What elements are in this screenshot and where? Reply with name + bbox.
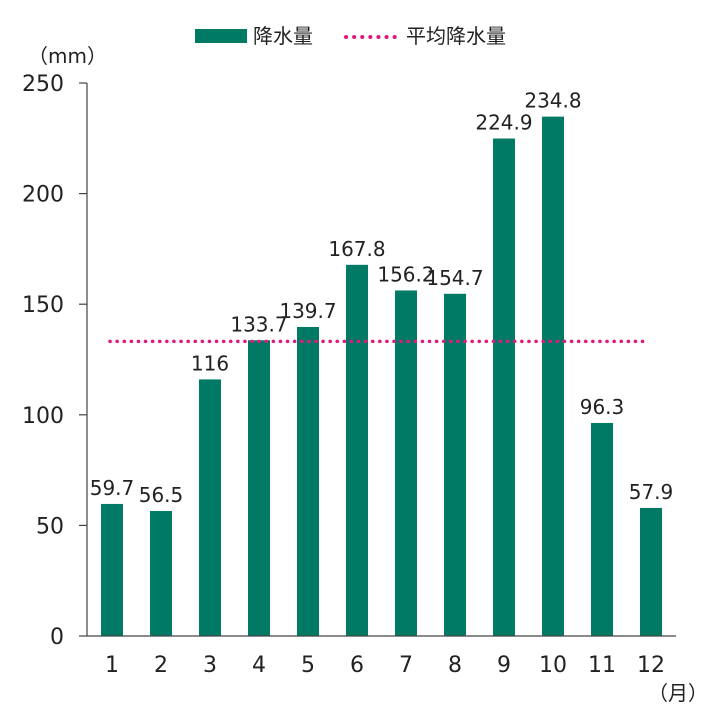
- bar-month-8: [444, 293, 466, 636]
- bar-month-9: [493, 138, 515, 637]
- bar-month-6: [346, 264, 368, 636]
- bars: [101, 116, 662, 637]
- x-tick-label: 1: [105, 653, 119, 678]
- bar-month-12: [640, 507, 662, 636]
- y-tick-label: 250: [22, 72, 64, 97]
- legend-label-average: 平均降水量: [406, 24, 506, 48]
- bar-month-5: [297, 326, 319, 636]
- legend-label-precipitation: 降水量: [253, 24, 313, 48]
- x-tick-label: 2: [154, 653, 168, 678]
- y-tick-label: 100: [22, 404, 64, 429]
- data-label: 59.7: [90, 476, 135, 500]
- data-label: 133.7: [230, 312, 287, 336]
- bar-month-11: [591, 422, 613, 636]
- x-tick-label: 11: [588, 653, 616, 678]
- legend-swatch-precipitation: [195, 29, 247, 43]
- x-tick-label: 8: [448, 653, 462, 678]
- legend: 降水量 平均降水量: [195, 24, 506, 48]
- bar-month-2: [150, 511, 172, 636]
- axes: [86, 83, 676, 637]
- data-label: 167.8: [328, 237, 385, 261]
- bar-month-7: [395, 290, 417, 636]
- y-axis-ticks: 0 50 100 150 200 250: [22, 72, 87, 650]
- data-label: 224.9: [475, 111, 532, 135]
- data-label: 96.3: [580, 395, 625, 419]
- x-tick-label: 5: [301, 653, 315, 678]
- bar-month-1: [101, 503, 123, 636]
- data-label: 57.9: [629, 480, 674, 504]
- bar-month-10: [542, 116, 564, 637]
- data-label: 154.7: [426, 266, 483, 290]
- x-tick-label: 12: [637, 653, 665, 678]
- x-axis-ticks: 1 2 3 4 5 6 7 8 9 10 11 12: [105, 653, 665, 678]
- y-tick-label: 50: [36, 514, 64, 539]
- bar-month-4: [248, 340, 270, 636]
- y-tick-label: 150: [22, 293, 64, 318]
- data-label: 116: [191, 351, 229, 375]
- data-label: 234.8: [524, 89, 581, 113]
- x-tick-label: 3: [203, 653, 217, 678]
- x-tick-label: 4: [252, 653, 266, 678]
- data-label: 56.5: [139, 483, 184, 507]
- bar-month-3: [199, 379, 221, 636]
- data-label: 139.7: [279, 299, 336, 323]
- x-tick-label: 6: [350, 653, 364, 678]
- y-tick-label: 200: [22, 183, 64, 208]
- x-tick-label: 9: [497, 653, 511, 678]
- x-tick-label: 7: [399, 653, 413, 678]
- y-axis-unit: （mm）: [28, 44, 107, 68]
- x-tick-label: 10: [539, 653, 567, 678]
- x-axis-unit: （月）: [648, 681, 708, 705]
- data-label: 156.2: [377, 262, 434, 286]
- y-tick-label: 0: [50, 625, 64, 650]
